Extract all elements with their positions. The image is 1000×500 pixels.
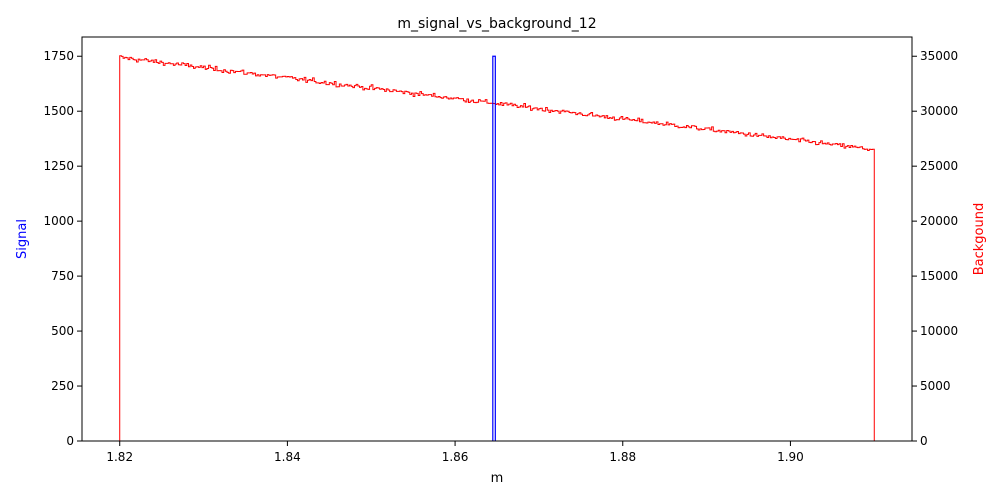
y-right-tick-label: 25000 <box>920 159 958 173</box>
y-right-tick-label: 35000 <box>920 49 958 63</box>
x-tick-label: 1.90 <box>777 450 804 464</box>
y-right-tick-label: 20000 <box>920 214 958 228</box>
x-tick-label: 1.82 <box>106 450 133 464</box>
x-tick-label: 1.86 <box>442 450 469 464</box>
y-left-tick-label: 1500 <box>43 104 74 118</box>
y-left-tick-label: 1000 <box>43 214 74 228</box>
y-left-tick-label: 1750 <box>43 49 74 63</box>
chart-title: m_signal_vs_background_12 <box>397 16 596 32</box>
x-tick-label: 1.84 <box>274 450 301 464</box>
y-right-tick-label: 10000 <box>920 324 958 338</box>
x-axis-label: m <box>491 471 504 486</box>
signal-histogram <box>492 55 496 441</box>
y-right-tick-label: 15000 <box>920 269 958 283</box>
x-tick-label: 1.88 <box>609 450 636 464</box>
y-left-tick-label: 0 <box>66 434 74 448</box>
y-right-tick-label: 5000 <box>920 379 951 393</box>
y-left-tick-label: 500 <box>51 324 74 338</box>
y-left-tick-label: 750 <box>51 269 74 283</box>
background-histogram <box>119 55 875 441</box>
y-left-axis-label: Signal <box>15 219 30 259</box>
y-left-tick-label: 1250 <box>43 159 74 173</box>
plot-frame <box>81 36 913 442</box>
y-right-tick-label: 0 <box>920 434 928 448</box>
y-right-tick-label: 30000 <box>920 104 958 118</box>
y-left-tick-label: 250 <box>51 379 74 393</box>
y-right-axis-label: Backgound <box>972 203 987 276</box>
